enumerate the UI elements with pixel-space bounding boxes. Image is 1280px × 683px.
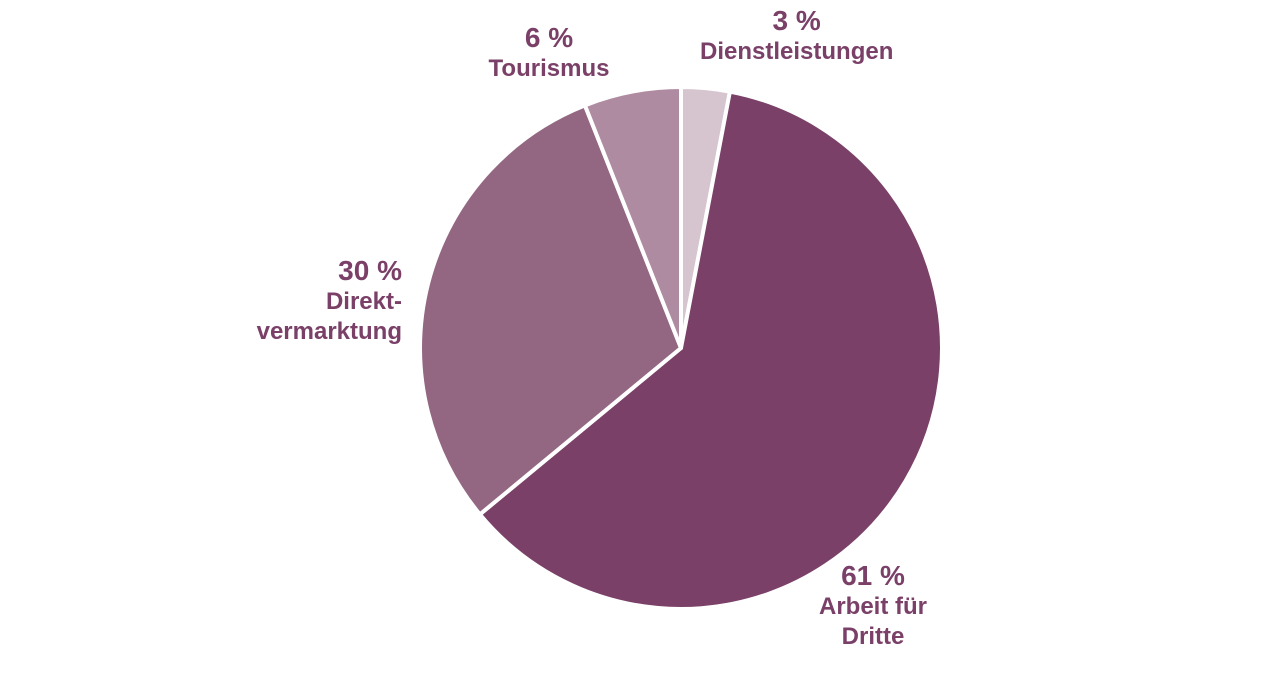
- pie-slice-direktvermarktung: [418, 103, 683, 517]
- pct-label-direktvermarktung: 30 %: [338, 255, 402, 286]
- name-label-arbeit-fuer-dritte-line1: Arbeit für: [819, 593, 927, 620]
- pct-label-arbeit-fuer-dritte: 61 %: [841, 560, 905, 591]
- name-label-dienstleistungen: Dienstleistungen: [700, 38, 894, 65]
- pie-slice-arbeit-fuer-dritte: [477, 89, 944, 611]
- label-dienstleistungen: 3 % Dienstleistungen: [700, 5, 893, 67]
- label-tourismus: 6 % Tourismus: [486, 22, 612, 84]
- name-label-direktvermarktung-line1: Direkt-: [325, 288, 402, 315]
- name-label-direktvermarktung-line2: vermarktung: [256, 318, 402, 345]
- name-label-arbeit-fuer-dritte-line2: Dritte: [841, 623, 905, 650]
- label-direktvermarktung: 30 % Direkt- vermarktung: [240, 255, 402, 347]
- pct-label-dienstleistungen: 3 %: [772, 5, 821, 36]
- name-label-tourismus: Tourismus: [488, 55, 610, 82]
- pct-label-tourismus: 6 %: [524, 22, 574, 53]
- label-arbeit-fuer-dritte: 61 % Arbeit für Dritte: [819, 560, 927, 652]
- pie-slice-tourismus: [582, 85, 683, 350]
